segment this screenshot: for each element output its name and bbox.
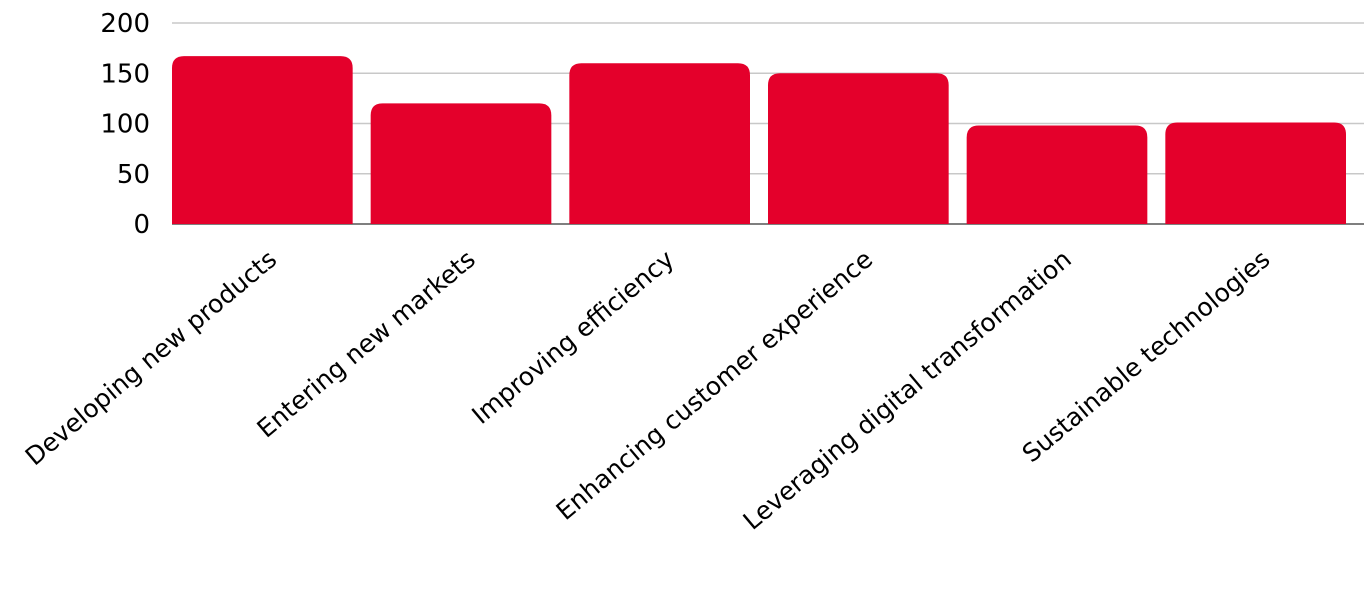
bar bbox=[768, 73, 949, 224]
bar bbox=[172, 56, 353, 224]
y-tick-label: 200 bbox=[100, 9, 150, 39]
y-tick-label: 150 bbox=[100, 59, 150, 89]
x-category-label: Improving efficiency bbox=[466, 244, 679, 430]
x-category-label: Enhancing customer experience bbox=[551, 244, 879, 525]
x-category-label: Developing new products bbox=[20, 244, 282, 471]
bar bbox=[371, 103, 552, 224]
x-category-label: Entering new markets bbox=[251, 244, 480, 443]
y-axis-tick-labels: 0 50 100 150 200 bbox=[100, 9, 150, 240]
y-tick-label: 0 bbox=[133, 210, 150, 240]
bar bbox=[967, 126, 1148, 224]
bar-layer bbox=[172, 56, 1346, 224]
y-tick-label: 50 bbox=[117, 160, 150, 190]
bar bbox=[569, 63, 750, 224]
x-category-label: Leveraging digital transformation bbox=[738, 244, 1077, 535]
y-tick-label: 100 bbox=[100, 110, 150, 140]
bar bbox=[1165, 122, 1346, 224]
